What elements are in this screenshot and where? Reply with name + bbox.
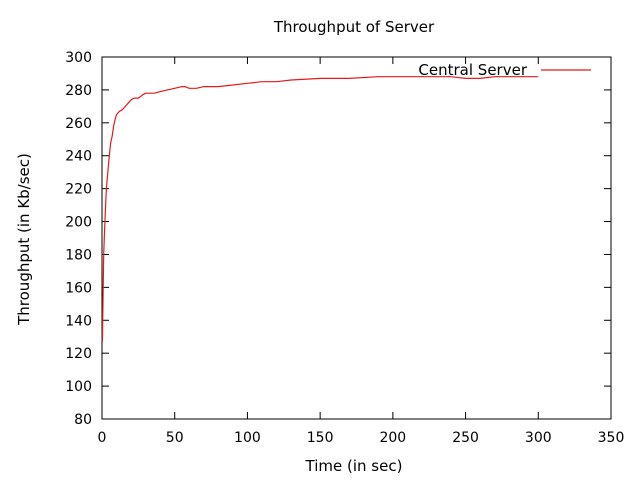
legend: Central Server [418, 61, 591, 79]
y-tick-label-160: 160 [65, 280, 92, 296]
chart-title: Throughput of Server [273, 18, 435, 36]
plot-border [101, 56, 612, 420]
x-tick-label-50: 50 [166, 430, 184, 446]
series-layer [101, 76, 539, 342]
y-tick-label-80: 80 [74, 412, 92, 428]
y-tick-label-280: 280 [65, 83, 92, 99]
y-tick-label-200: 200 [65, 215, 92, 231]
series-line-central-server [101, 76, 539, 342]
y-tick-label-100: 100 [65, 379, 92, 395]
y-tick-label-140: 140 [65, 313, 92, 329]
x-tick-label-100: 100 [234, 430, 261, 446]
y-tick-label-180: 180 [65, 247, 92, 263]
y-axis: 80 100 120 140 160 180 200 220 240 260 280 300 [65, 50, 611, 428]
x-tick-label-250: 250 [452, 430, 479, 446]
y-tick-label-260: 260 [65, 116, 92, 132]
y-tick-label-120: 120 [65, 346, 92, 362]
y-tick-label-240: 240 [65, 149, 92, 165]
y-tick-label-220: 220 [65, 182, 92, 198]
legend-label-central-server: Central Server [418, 61, 527, 79]
x-tick-label-150: 150 [307, 430, 334, 446]
x-tick-label-200: 200 [379, 430, 406, 446]
x-axis: 0 50 100 150 200 250 300 350 [98, 57, 625, 446]
plot-frame [101, 56, 612, 420]
x-tick-label-0: 0 [98, 430, 107, 446]
x-axis-label: Time (in sec) [305, 457, 403, 475]
x-tick-label-300: 300 [525, 430, 552, 446]
x-tick-label-350: 350 [598, 430, 625, 446]
y-tick-label-300: 300 [65, 50, 92, 66]
y-axis-label: Throughput (in Kb/sec) [15, 153, 33, 326]
